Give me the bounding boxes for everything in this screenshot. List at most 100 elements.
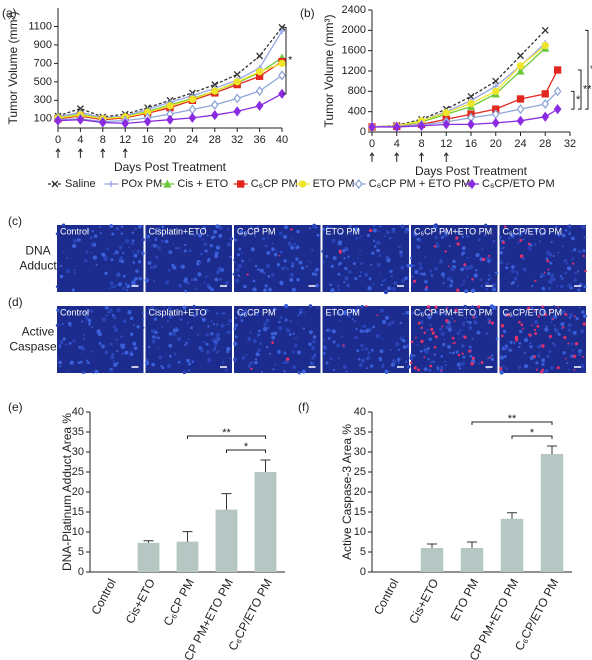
y-tick-label: 35 (72, 426, 84, 438)
nucleus (186, 281, 190, 285)
stain (453, 341, 456, 344)
nucleus (136, 249, 141, 254)
nucleus (85, 250, 89, 254)
nucleus (279, 250, 283, 254)
nucleus (357, 257, 360, 260)
nucleus (192, 304, 196, 309)
nucleus (149, 266, 153, 269)
nucleus (490, 354, 494, 357)
nucleus (235, 316, 238, 320)
nucleus (399, 321, 402, 325)
stain (338, 250, 342, 254)
nucleus (541, 362, 545, 367)
nucleus (111, 285, 113, 288)
nucleus (122, 274, 126, 278)
nucleus (395, 342, 400, 347)
nucleus (120, 225, 124, 228)
nucleus (424, 287, 429, 292)
nucleus (372, 224, 375, 227)
x-axis-label: Days Post Treatment (415, 164, 528, 178)
nucleus (194, 287, 198, 290)
nucleus (104, 271, 108, 276)
nucleus (360, 358, 366, 363)
nucleus (460, 344, 465, 348)
row-label: Caspase 3 (9, 340, 67, 354)
nucleus (578, 249, 582, 254)
nucleus (458, 337, 460, 340)
nucleus (564, 229, 567, 232)
nucleus (234, 323, 238, 327)
nucleus (247, 337, 252, 341)
marker (467, 119, 475, 130)
nucleus (259, 268, 264, 273)
nucleus (347, 255, 350, 258)
nucleus (538, 351, 541, 354)
stain (417, 368, 420, 372)
panel-label: (a) (2, 6, 17, 20)
stain (278, 254, 281, 257)
nucleus (229, 237, 234, 241)
nucleus (402, 345, 407, 349)
nucleus (492, 287, 497, 292)
nucleus (570, 249, 573, 253)
stain (547, 268, 550, 271)
nucleus (235, 278, 240, 283)
stain (471, 278, 474, 281)
nucleus (435, 243, 440, 249)
nucleus (413, 232, 418, 237)
nucleus (399, 250, 403, 254)
stain (477, 305, 481, 309)
nucleus (359, 262, 363, 265)
nucleus (523, 337, 529, 343)
nucleus (391, 229, 396, 234)
nucleus (562, 351, 566, 355)
nucleus (361, 349, 364, 351)
nucleus (567, 224, 572, 229)
nucleus (581, 310, 585, 314)
stain (582, 322, 586, 326)
nucleus (281, 266, 286, 271)
nucleus (406, 345, 409, 348)
marker (188, 95, 197, 104)
nucleus (137, 260, 142, 264)
nucleus (510, 269, 515, 274)
nucleus (342, 249, 346, 253)
nucleus (399, 253, 403, 258)
stain (412, 279, 417, 283)
x-tick-label: 0 (55, 134, 61, 146)
nucleus (378, 254, 382, 258)
stain (429, 310, 432, 312)
nucleus (249, 331, 252, 334)
nucleus (480, 285, 483, 287)
nucleus (499, 260, 503, 265)
nucleus (548, 279, 553, 284)
nucleus (80, 346, 86, 351)
nucleus (115, 338, 118, 342)
nucleus (293, 242, 297, 246)
nucleus (66, 310, 70, 314)
nucleus (268, 352, 271, 355)
nucleus (129, 332, 134, 336)
nucleus (91, 326, 94, 329)
nucleus (495, 337, 499, 340)
nucleus (567, 368, 570, 371)
stain (527, 306, 531, 310)
marker (417, 120, 426, 131)
stain (480, 361, 484, 364)
y-tick-label: 10 (354, 526, 366, 538)
nucleus (430, 274, 434, 277)
stain (574, 341, 579, 346)
nucleus (138, 224, 142, 229)
nucleus (343, 281, 346, 284)
nucleus (484, 228, 487, 231)
nucleus (270, 332, 275, 336)
nucleus (303, 312, 305, 315)
nucleus (121, 352, 125, 356)
nucleus (228, 357, 231, 359)
nucleus (59, 264, 63, 268)
stain (433, 345, 437, 349)
nucleus (177, 360, 181, 364)
nucleus (218, 233, 223, 238)
nucleus (323, 346, 328, 351)
nucleus (384, 315, 389, 320)
